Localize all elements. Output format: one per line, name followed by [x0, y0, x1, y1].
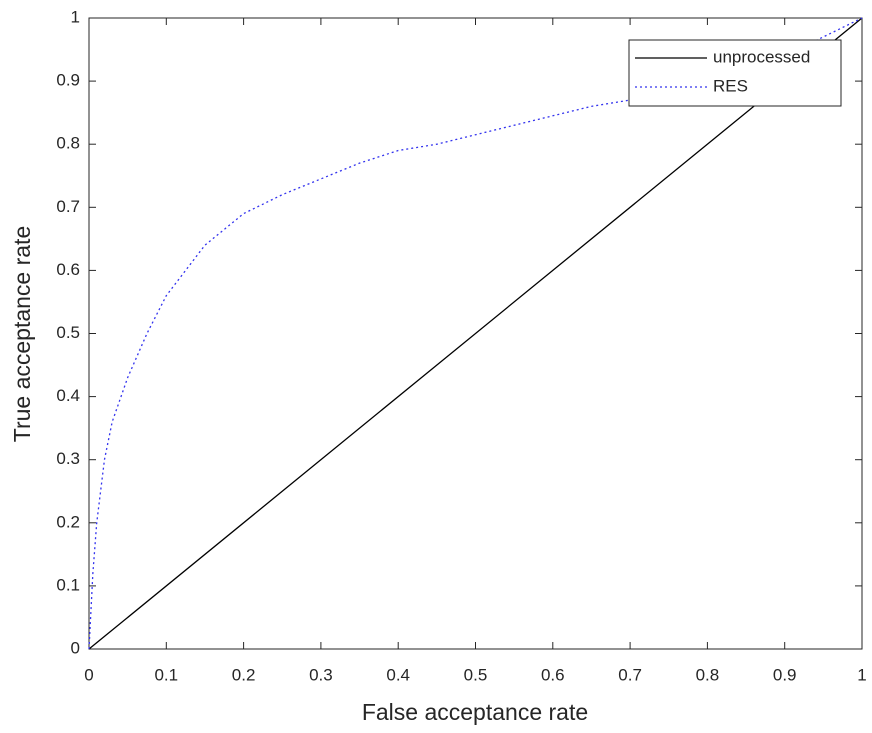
legend-box	[628, 39, 842, 107]
x-tick-label: 0.8	[696, 665, 720, 684]
y-tick-label: 0.3	[56, 449, 80, 468]
x-tick-label: 0.4	[386, 665, 410, 684]
y-tick-label: 0.1	[56, 575, 80, 594]
y-tick-label: 0.2	[56, 512, 80, 531]
x-tick-label: 0.1	[154, 665, 178, 684]
line-series	[88, 17, 863, 650]
y-tick-label: 0.9	[56, 71, 80, 90]
x-tick-label: 0	[84, 665, 93, 684]
y-axis-label: True acceptance rate	[9, 226, 35, 443]
y-tick-label: 0.5	[56, 323, 80, 342]
legend-label: RES	[713, 76, 748, 95]
x-axis-label: False acceptance rate	[362, 699, 588, 725]
x-tick-label: 0.6	[541, 665, 565, 684]
x-tick-label: 0.9	[773, 665, 797, 684]
y-tick-label: 0.8	[56, 134, 80, 153]
y-tick-label: 0.7	[56, 197, 80, 216]
y-tick-label: 0.6	[56, 260, 80, 279]
x-tick-label: 0.5	[464, 665, 488, 684]
y-tick-label: 1	[71, 7, 80, 26]
y-tick-label: 0	[71, 638, 80, 657]
x-tick-label: 0.7	[618, 665, 642, 684]
x-tick-label: 0.3	[309, 665, 333, 684]
legend-label: unprocessed	[713, 47, 810, 66]
x-tick-label: 1	[857, 665, 866, 684]
y-tick-label: 0.4	[56, 386, 80, 405]
x-tick-label: 0.2	[232, 665, 256, 684]
